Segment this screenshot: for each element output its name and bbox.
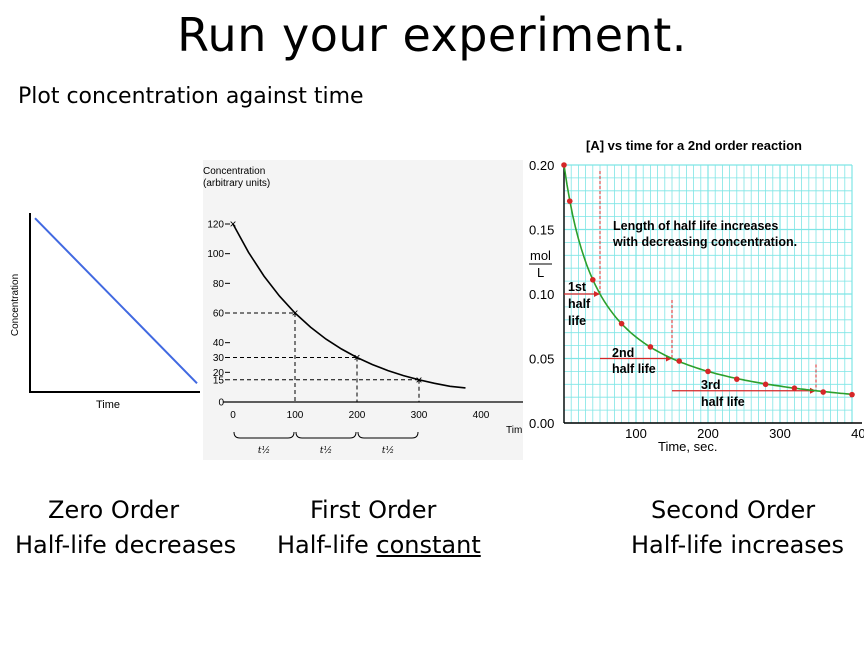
second-data-point: [590, 277, 596, 283]
first-x-tick-label: 400: [473, 410, 490, 421]
caption-second-order: Second Order: [651, 496, 816, 524]
second-data-point: [791, 385, 798, 391]
first-half-life-label: t½: [320, 445, 332, 456]
second-data-point: [820, 389, 826, 395]
first-half-life-bracket: [295, 431, 357, 439]
second-half-life-label: 1st: [568, 280, 587, 294]
zero-order-chart: Time Concentration: [10, 213, 200, 411]
zero-order-line: [34, 217, 198, 385]
second-annotation-line2: with decreasing concentration.: [612, 235, 797, 249]
caption-zero-order: Zero Order: [48, 496, 180, 524]
second-half-life-label: life: [568, 314, 586, 328]
first-order-curve: [232, 223, 466, 389]
second-y-tick-label: 0.20: [529, 158, 554, 173]
first-half-life-bracket: [357, 431, 419, 439]
first-marker: ×: [229, 217, 236, 231]
second-x-label: Time, sec.: [658, 439, 717, 454]
first-y-tick-label: 15: [213, 375, 225, 386]
second-annotation-line1: Length of half life increases: [613, 219, 778, 233]
caption-first-order: First Order: [310, 496, 437, 524]
second-y-unit-den: L: [537, 265, 544, 280]
second-y-tick-label: 0.05: [529, 352, 554, 367]
first-y-tick-label: 80: [213, 279, 225, 290]
first-y-label-units: (arbitrary units): [203, 178, 270, 189]
second-data-point: [618, 320, 625, 327]
second-x-tick-label: 400: [851, 426, 864, 441]
second-half-life-label: half life: [701, 395, 745, 409]
first-y-tick-label: 20: [213, 368, 225, 379]
first-y-tick-label: 60: [213, 309, 225, 320]
zero-x-label: Time: [96, 399, 120, 411]
first-y-tick-label: 30: [213, 353, 225, 364]
second-y-tick-label: 0.00: [529, 416, 554, 431]
second-data-point: [705, 368, 711, 375]
first-y-tick-label: 120: [207, 220, 224, 231]
second-order-chart: [A] vs time for a 2nd order reaction 0.0…: [529, 138, 864, 454]
zero-y-label: Concentration: [10, 274, 21, 336]
caption-first-half-life: Half-life constant: [277, 531, 481, 559]
first-y-tick-label: 40: [213, 338, 225, 349]
second-half-life-label: 3rd: [701, 378, 720, 392]
first-x-tick-label: 200: [349, 410, 366, 421]
second-y-unit-num: mol: [530, 248, 551, 263]
slide-subtitle: Plot concentration against time: [18, 84, 364, 109]
second-y-tick-label: 0.15: [529, 223, 554, 238]
first-half-life-label: t½: [258, 445, 270, 456]
caption-first-half-life-prefix: Half-life: [277, 531, 377, 559]
second-data-point: [762, 381, 769, 388]
first-x-tick-label: 300: [411, 410, 428, 421]
first-marker: ×: [291, 306, 298, 320]
second-x-tick-label: 100: [625, 426, 647, 441]
first-marker: ×: [415, 373, 422, 387]
first-x-label: Tim: [506, 425, 522, 436]
second-data-point: [734, 376, 740, 382]
second-arrow-head: [594, 291, 600, 297]
slide-title: Run your experiment.: [177, 8, 687, 62]
caption-second-half-life: Half-life increases: [631, 531, 845, 559]
first-x-tick-label: 100: [287, 410, 304, 421]
second-half-life-label: half life: [612, 362, 656, 376]
second-half-life-label: half: [568, 297, 591, 311]
first-x-tick-label: 0: [230, 410, 236, 421]
second-data-point: [566, 198, 573, 204]
caption-zero-half-life: Half-life decreases: [15, 531, 237, 559]
second-data-point: [849, 391, 855, 398]
second-y-tick-label: 0.10: [529, 287, 554, 302]
first-y-label: Concentration: [203, 166, 265, 177]
second-data-point: [676, 358, 682, 364]
second-x-tick-label: 200: [697, 426, 719, 441]
first-y-tick-label: 100: [207, 249, 224, 260]
second-data-point: [561, 162, 567, 168]
first-y-tick-label: 0: [218, 398, 224, 409]
first-half-life-bracket: [233, 431, 295, 439]
second-data-point: [647, 344, 654, 350]
first-half-life-label: t½: [382, 445, 394, 456]
second-x-tick-label: 300: [769, 426, 791, 441]
second-title: [A] vs time for a 2nd order reaction: [586, 138, 802, 153]
first-marker: ×: [353, 351, 360, 365]
second-half-life-label: 2nd: [612, 346, 634, 360]
caption-first-half-life-emphasis: constant: [376, 531, 481, 559]
